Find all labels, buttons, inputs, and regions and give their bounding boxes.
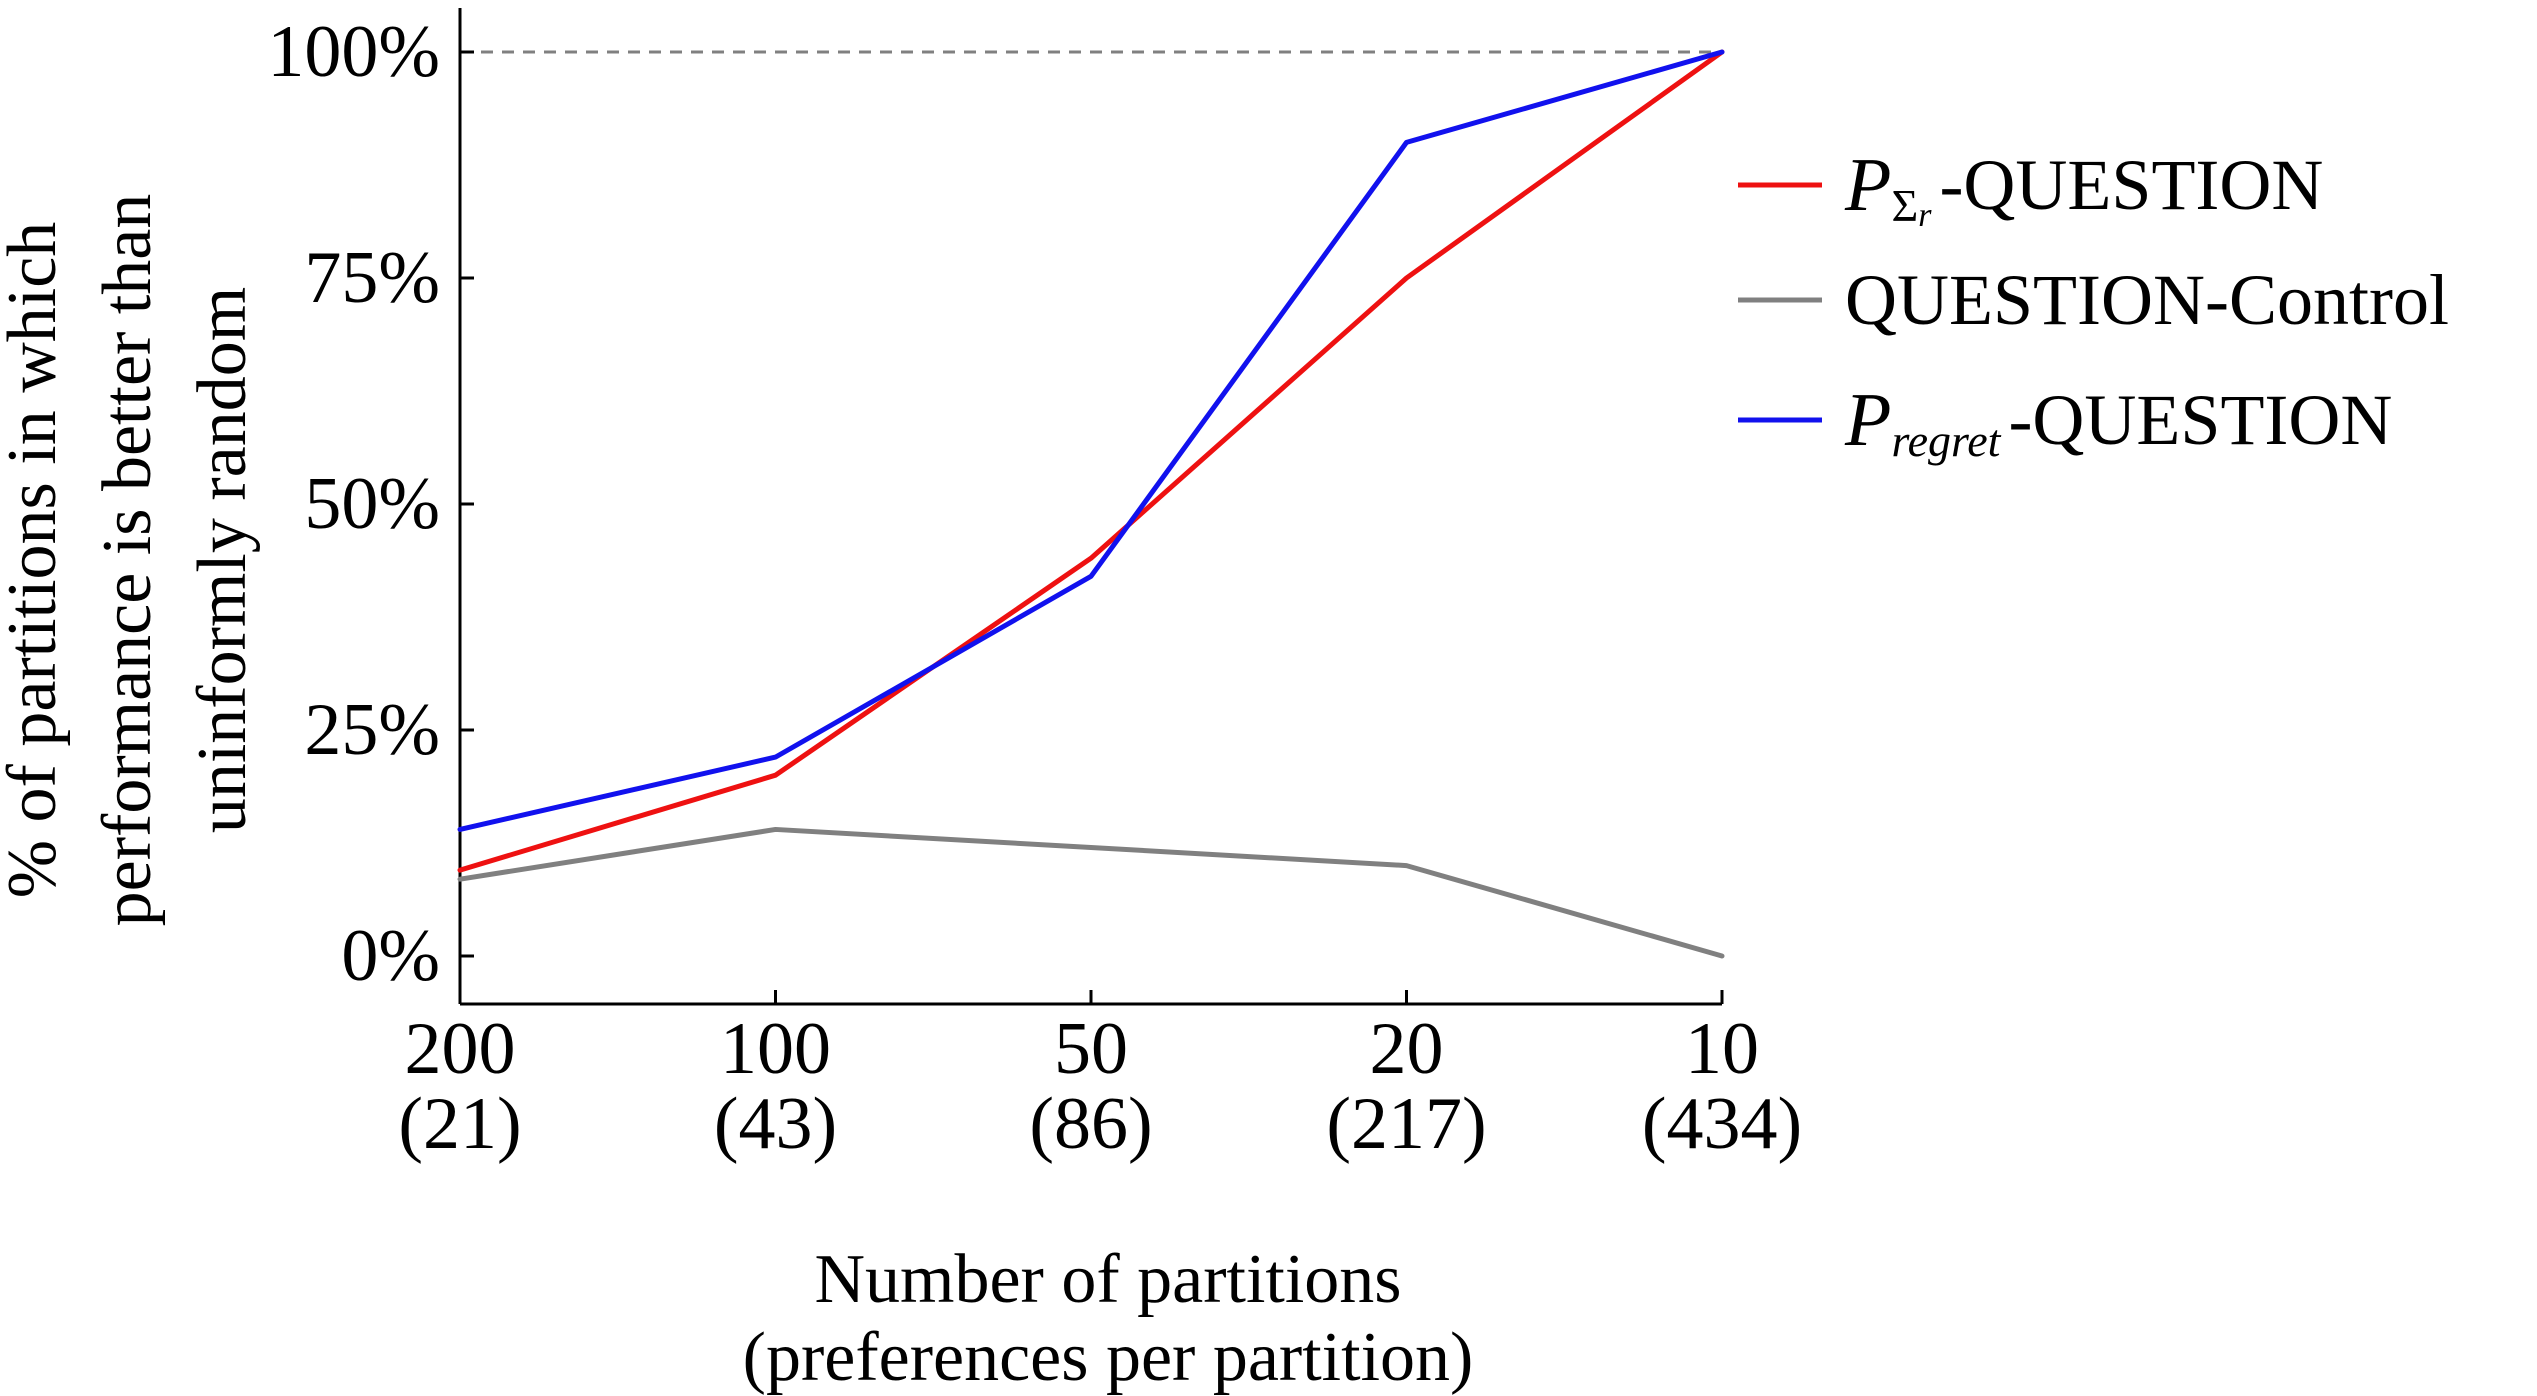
y-tick-label: 100% [267,11,440,93]
x-tick-sublabel: (43) [714,1083,837,1165]
x-axis-ticks: 200(21) 100(43) 50(86) 20(217) 10(434) [398,990,1802,1165]
x-tick-label: 20 [1370,1008,1444,1090]
series-line-sigma [457,49,1725,873]
x-axis-title: Number of partitions(preferences per par… [743,1241,1474,1396]
x-tick-label: 50 [1054,1008,1128,1090]
x-tick-label: 10 [1685,1008,1759,1090]
x-tick-label: 200 [405,1008,516,1090]
y-axis-title-line: % of partitions in which [0,222,71,899]
x-axis-title-line: (preferences per partition) [743,1319,1474,1396]
series-line-regret [457,49,1725,832]
y-axis-title: % of partitions in which performance is b… [0,194,261,927]
x-tick-label: 100 [720,1008,831,1090]
legend-label-control: QUESTION-Control [1845,260,2449,340]
y-tick-label: 25% [304,689,440,771]
x-axis-title-line: Number of partitions [814,1241,1401,1318]
x-tick-sublabel: (86) [1029,1083,1152,1165]
legend-label-sigma: PΣr -QUESTION [1844,143,2323,234]
legend: PΣr -QUESTION QUESTION-Control Pregret -QUES… [1738,143,2449,466]
series-layer [457,49,1725,959]
legend-label-regret: Pregret -QUESTION [1844,378,2392,466]
y-tick-label: 0% [341,915,440,997]
x-tick-sublabel: (434) [1642,1083,1802,1165]
y-tick-label: 50% [304,463,440,545]
series-line-control [457,826,1725,959]
x-tick-sublabel: (21) [398,1083,521,1165]
y-axis-title-line: performance is better than [89,194,166,927]
y-axis-title-line: uninformly random [184,287,261,833]
y-tick-label: 75% [304,237,440,319]
y-axis-ticks: 0% 25% 50% 75% 100% [267,11,474,997]
x-tick-sublabel: (217) [1326,1083,1486,1165]
axes [458,8,1722,1006]
